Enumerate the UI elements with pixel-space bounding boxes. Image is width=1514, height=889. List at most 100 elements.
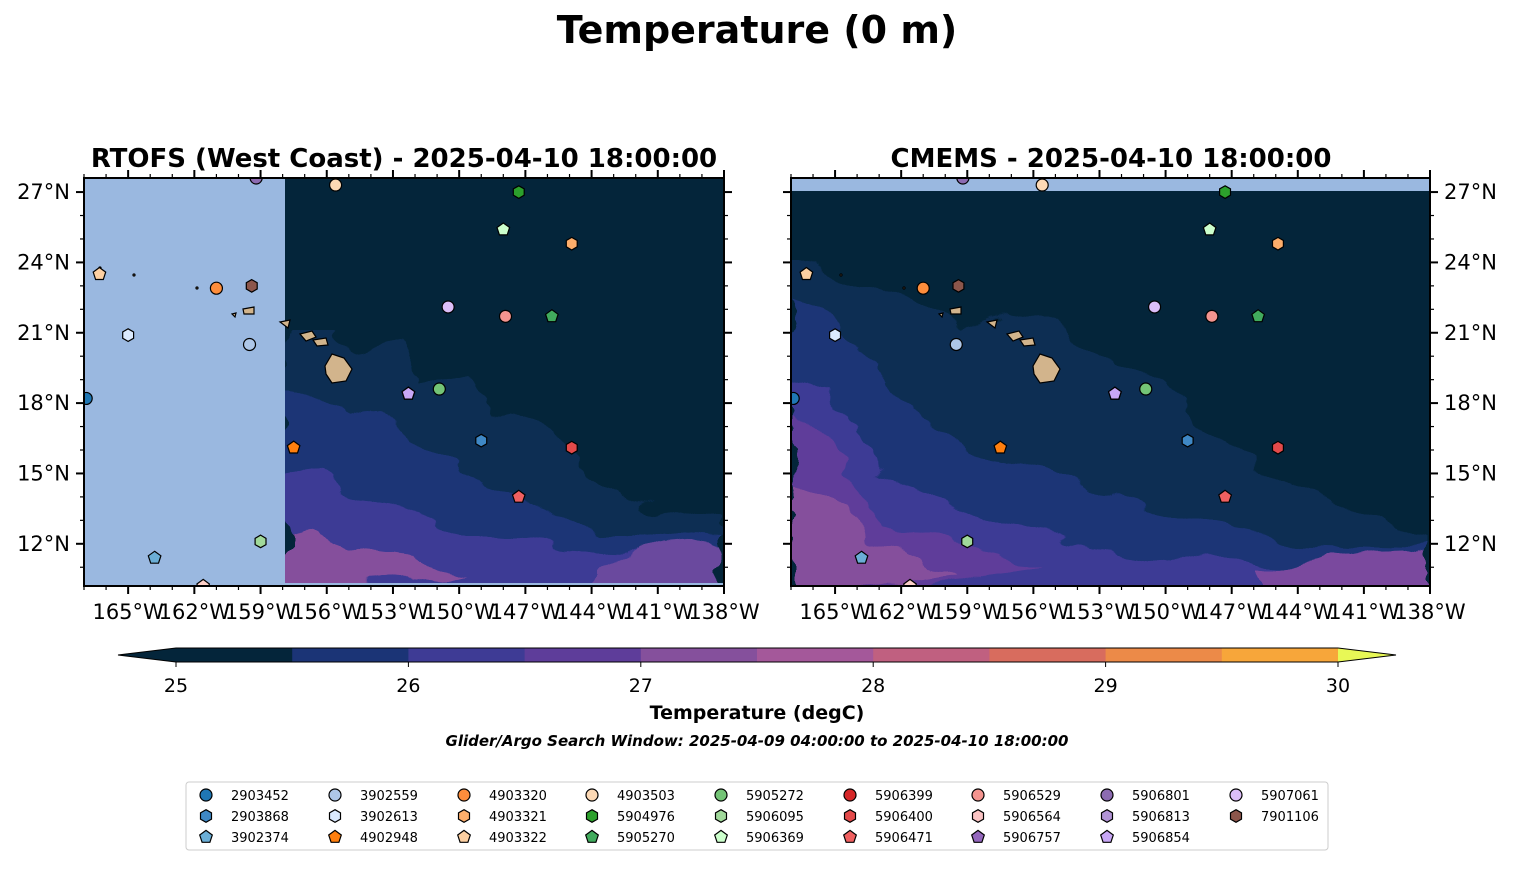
colorbar-extend-high xyxy=(1338,648,1396,662)
legend-label: 5906369 xyxy=(746,831,804,846)
colorbar-tick-label: 28 xyxy=(861,675,885,697)
y-tick-label: 24°N xyxy=(1444,250,1497,274)
cmems-land xyxy=(839,273,1061,384)
legend-label: 5906801 xyxy=(1132,789,1190,804)
legend-label: 5906399 xyxy=(875,789,933,804)
legend-label: 5907061 xyxy=(1261,789,1319,804)
float-marker-5906854 xyxy=(401,386,416,400)
float-marker-4903320 xyxy=(209,281,224,295)
legend-marker-5906813 xyxy=(1100,809,1114,823)
legend-box xyxy=(185,781,1329,851)
legend-marker-4903320 xyxy=(457,788,471,802)
legend-marker-4903322 xyxy=(456,829,472,843)
x-tick-label: 141°W xyxy=(1328,600,1400,624)
colorbar-tick-label: 27 xyxy=(629,675,653,697)
search-window-note: Glider/Argo Search Window: 2025-04-09 04… xyxy=(446,732,1069,750)
float-marker-5905272 xyxy=(432,382,446,396)
rtofs-float-markers xyxy=(84,178,578,586)
float-marker-5906529 xyxy=(1205,309,1219,323)
x-tick-label: 153°W xyxy=(1064,600,1136,624)
float-marker-7901106 xyxy=(245,278,258,293)
float-marker-5907061 xyxy=(441,300,455,314)
rtofs-land xyxy=(98,266,353,384)
float-marker-5906369 xyxy=(496,222,511,236)
float-marker-4903321 xyxy=(565,236,578,251)
x-tick-label: 165°W xyxy=(92,600,164,624)
legend-label: 5906813 xyxy=(1132,810,1190,825)
legend-marker-5906399 xyxy=(843,788,857,802)
y-tick-label: 12°N xyxy=(17,532,70,556)
float-marker-5906801 xyxy=(249,178,263,185)
float-marker-5906369 xyxy=(1202,222,1217,236)
legend-marker-4902948 xyxy=(327,829,343,843)
y-tick-label: 12°N xyxy=(1444,532,1497,556)
legend-marker-3902374 xyxy=(198,829,214,843)
float-marker-4902948 xyxy=(286,440,301,454)
legend-marker-5905270 xyxy=(584,829,600,843)
colorbar-bin xyxy=(873,648,990,662)
colorbar: 25 26 27 28 29 30 xyxy=(117,647,1397,697)
legend-label: 4902948 xyxy=(360,831,418,846)
legend-label: 5906529 xyxy=(1003,789,1061,804)
legend-label: 5906757 xyxy=(1003,831,1061,846)
float-marker-5906095 xyxy=(961,534,974,549)
legend-marker-5906757 xyxy=(970,829,986,843)
float-marker-3902613 xyxy=(828,328,842,343)
rtofs-panel-title: RTOFS (West Coast) - 2025-04-10 18:00:00 xyxy=(91,144,717,174)
float-marker-5906854 xyxy=(1107,386,1122,400)
float-marker-3902559 xyxy=(949,337,963,352)
colorbar-bin xyxy=(176,648,293,662)
x-tick-label: 144°W xyxy=(556,600,628,624)
legend-label: 5906471 xyxy=(875,831,933,846)
colorbar-bin xyxy=(524,648,642,662)
x-tick-label: 138°W xyxy=(1394,600,1466,624)
float-marker-4903322 xyxy=(799,266,814,281)
y-tick-label: 27°N xyxy=(1444,180,1497,204)
x-tick-label: 147°W xyxy=(490,600,562,624)
x-tick-label: 150°W xyxy=(423,600,495,624)
cmems-axis-ticks: 165°W162°W159°W156°W153°W150°W147°W144°W… xyxy=(783,170,1497,624)
float-marker-extra-1 xyxy=(196,578,211,586)
x-tick-label: 138°W xyxy=(688,600,760,624)
legend-label: 5906095 xyxy=(746,810,804,825)
legend-label: 2903452 xyxy=(231,789,289,804)
float-marker-5904976 xyxy=(1218,185,1232,200)
legend-label: 5906564 xyxy=(1003,810,1061,825)
float-marker-4903503 xyxy=(328,178,343,192)
legend-marker-5906471 xyxy=(842,829,858,843)
colorbar-extend-low xyxy=(118,648,176,662)
float-marker-4902948 xyxy=(993,440,1008,454)
float-marker-extra-1 xyxy=(902,578,918,586)
float-marker-4903503 xyxy=(1035,178,1049,192)
legend-label: 7901106 xyxy=(1261,810,1319,825)
legend-label: 5904976 xyxy=(617,810,675,825)
legend-label: 5905270 xyxy=(617,831,675,846)
cmems-mask-top xyxy=(791,178,1430,191)
rtofs-panel: RTOFS (West Coast) - 2025-04-10 18:00:00 xyxy=(17,144,760,624)
colorbar-bin xyxy=(1221,648,1339,662)
float-marker-5906471 xyxy=(511,489,526,503)
legend-label: 3902559 xyxy=(360,789,418,804)
legend-marker-4903321 xyxy=(457,809,471,823)
y-tick-label: 18°N xyxy=(1444,391,1497,415)
colorbar-bin xyxy=(1105,648,1223,662)
x-tick-label: 162°W xyxy=(865,600,937,624)
float-marker-5905272 xyxy=(1139,382,1153,396)
float-marker-2903868 xyxy=(475,433,488,448)
cmems-panel: CMEMS - 2025-04-10 18:00:00 xyxy=(783,144,1497,624)
float-marker-3902613 xyxy=(122,328,135,343)
colorbar-bin xyxy=(757,648,874,662)
y-tick-label: 18°N xyxy=(17,391,70,415)
float-marker-2903452 xyxy=(84,391,93,406)
colorbar-bin xyxy=(408,648,526,662)
legend-label: 4903320 xyxy=(489,789,547,804)
float-marker-4903320 xyxy=(916,281,930,295)
legend-marker-2903452 xyxy=(199,788,213,802)
legend-label: 3902374 xyxy=(231,831,289,846)
rtofs-axis-ticks: 165°W162°W159°W156°W153°W150°W147°W144°W… xyxy=(17,170,760,624)
legend-marker-5907061 xyxy=(1229,788,1243,802)
y-tick-label: 15°N xyxy=(17,461,70,485)
x-tick-label: 159°W xyxy=(932,600,1004,624)
float-marker-3902559 xyxy=(242,337,257,352)
